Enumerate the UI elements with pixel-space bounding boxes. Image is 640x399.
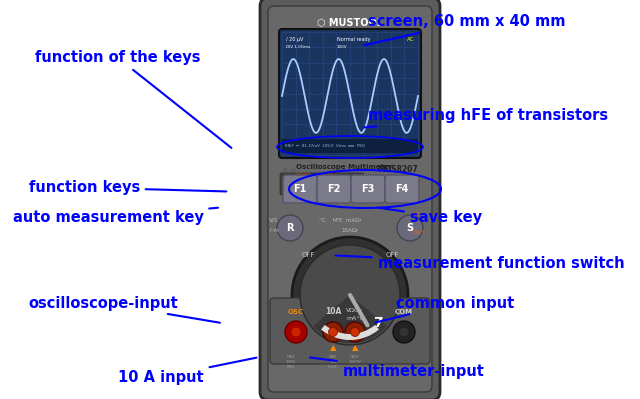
Text: S: S: [406, 223, 413, 233]
Text: function keys: function keys: [29, 180, 227, 195]
Text: common input: common input: [375, 296, 514, 322]
Text: 10AΩr: 10AΩr: [341, 229, 358, 233]
Circle shape: [291, 327, 301, 337]
FancyBboxPatch shape: [270, 298, 430, 364]
Circle shape: [393, 321, 415, 343]
Circle shape: [345, 322, 365, 342]
Circle shape: [397, 215, 423, 241]
Text: KNIF  ←  81.37mV  209.0  Vrms  ▸▸▸  PKG: KNIF ← 81.37mV 209.0 Vrms ▸▸▸ PKG: [285, 144, 365, 148]
Circle shape: [277, 215, 303, 241]
Text: OSC: OSC: [288, 309, 304, 315]
Text: °C    hFE  mAΩr: °C hFE mAΩr: [319, 219, 362, 223]
Text: Oscilloscope Multimeter: Oscilloscope Multimeter: [296, 164, 392, 170]
Circle shape: [314, 182, 321, 188]
Text: OFF: OFF: [385, 252, 399, 258]
Text: 10 A input: 10 A input: [118, 358, 257, 385]
Text: ∿∿: ∿∿: [282, 165, 301, 175]
Text: AC: AC: [406, 37, 414, 42]
Text: F3: F3: [362, 184, 374, 194]
Text: / 20 µV: / 20 µV: [286, 37, 303, 42]
Circle shape: [328, 174, 335, 182]
Text: screen, 60 mm x 40 mm: screen, 60 mm x 40 mm: [364, 14, 566, 45]
Text: VΩCx: VΩCx: [346, 308, 364, 314]
FancyBboxPatch shape: [279, 29, 421, 158]
Text: ⬡ MUSTOOL: ⬡ MUSTOOL: [317, 17, 383, 27]
Circle shape: [342, 182, 349, 188]
Text: measurement function switch: measurement function switch: [335, 255, 624, 271]
Circle shape: [292, 237, 408, 353]
Text: AC~: AC~: [412, 211, 426, 217]
Text: MAX
700V
RMS: MAX 700V RMS: [286, 355, 296, 369]
Text: F4: F4: [396, 184, 409, 194]
Text: F2: F2: [327, 184, 340, 194]
Text: Normal ready: Normal ready: [337, 37, 371, 42]
Text: auto measurement key: auto measurement key: [13, 208, 218, 225]
Circle shape: [314, 174, 321, 182]
Text: DC⚡: DC⚡: [412, 229, 426, 235]
Text: 100V: 100V: [337, 45, 348, 49]
FancyBboxPatch shape: [385, 175, 419, 203]
Text: 7: 7: [373, 316, 383, 330]
FancyBboxPatch shape: [280, 173, 364, 195]
Text: ▲: ▲: [352, 344, 358, 352]
Text: F1: F1: [293, 184, 307, 194]
Text: 10A: 10A: [325, 308, 341, 316]
Text: OFF: OFF: [301, 252, 315, 258]
Text: DIV 1.0Gms: DIV 1.0Gms: [286, 45, 310, 49]
FancyBboxPatch shape: [268, 6, 432, 392]
Text: V/S: V/S: [269, 217, 278, 223]
Circle shape: [351, 328, 360, 336]
Circle shape: [285, 321, 307, 343]
Text: save key: save key: [379, 208, 482, 225]
FancyBboxPatch shape: [283, 175, 317, 203]
Text: ---: ---: [412, 219, 419, 225]
Wedge shape: [321, 325, 379, 340]
Text: function of the keys: function of the keys: [35, 50, 232, 148]
Circle shape: [300, 245, 400, 345]
Text: measuring hFE of transistors: measuring hFE of transistors: [364, 108, 608, 127]
Circle shape: [328, 328, 337, 336]
Text: ·/·m: ·/·m: [269, 227, 280, 233]
Circle shape: [323, 322, 343, 342]
Text: MDS8207: MDS8207: [377, 164, 418, 174]
Bar: [282, 139, 418, 153]
Text: COM: COM: [395, 309, 413, 315]
Text: ▲: ▲: [330, 344, 336, 352]
Wedge shape: [313, 295, 387, 343]
Text: MAX
10A
FUSE: MAX 10A FUSE: [328, 355, 338, 369]
Text: 200Msps/5MHz: 200Msps/5MHz: [296, 172, 337, 178]
Text: R: R: [286, 223, 294, 233]
FancyBboxPatch shape: [317, 175, 351, 203]
Circle shape: [287, 174, 294, 182]
Circle shape: [301, 182, 307, 188]
Circle shape: [328, 182, 335, 188]
Circle shape: [399, 327, 409, 337]
FancyBboxPatch shape: [260, 0, 440, 399]
FancyBboxPatch shape: [351, 175, 385, 203]
Circle shape: [342, 174, 349, 182]
Text: CATE
1000V: CATE 1000V: [349, 355, 362, 364]
Text: mA°C: mA°C: [346, 316, 364, 320]
Text: multimeter-input: multimeter-input: [310, 358, 484, 379]
Circle shape: [301, 174, 307, 182]
Circle shape: [287, 182, 294, 188]
Text: oscilloscope-input: oscilloscope-input: [29, 296, 220, 323]
